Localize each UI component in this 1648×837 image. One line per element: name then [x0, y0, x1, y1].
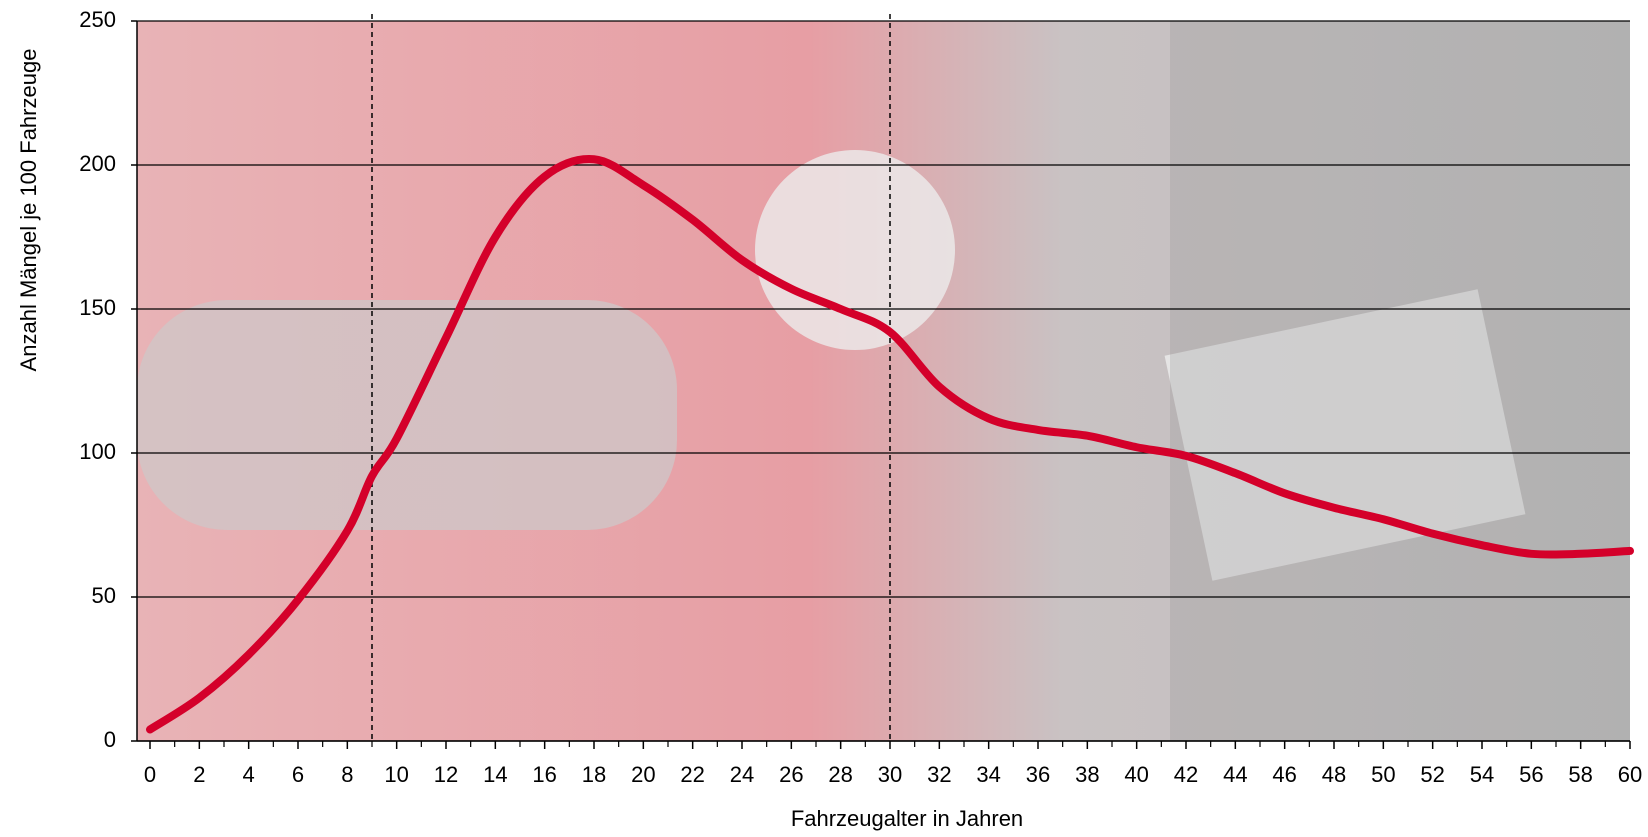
- x-axis-title: Fahrzeugalter in Jahren: [791, 806, 1023, 831]
- x-tick-label: 34: [976, 762, 1000, 787]
- x-tick-label: 20: [631, 762, 655, 787]
- x-tick-label: 4: [243, 762, 255, 787]
- x-tick-label: 44: [1223, 762, 1247, 787]
- y-tick-label: 250: [79, 7, 116, 32]
- x-tick-label: 40: [1124, 762, 1148, 787]
- x-tick-label: 22: [680, 762, 704, 787]
- x-tick-label: 16: [532, 762, 556, 787]
- marks: [146, 155, 1634, 734]
- x-tick-label: 12: [434, 762, 458, 787]
- data-line: [146, 155, 1634, 734]
- x-tick-label: 56: [1519, 762, 1543, 787]
- x-tick-label: 32: [927, 762, 951, 787]
- x-tick-label: 26: [779, 762, 803, 787]
- x-tick-label: 48: [1322, 762, 1346, 787]
- x-tick-label: 38: [1075, 762, 1099, 787]
- x-tick-label: 28: [828, 762, 852, 787]
- x-tick-label: 6: [292, 762, 304, 787]
- y-tick-label: 100: [79, 439, 116, 464]
- x-tick-label: 30: [878, 762, 902, 787]
- x-tick-label: 2: [193, 762, 205, 787]
- y-tick-label: 50: [92, 583, 116, 608]
- x-tick-label: 60: [1618, 762, 1642, 787]
- x-tick-label: 8: [341, 762, 353, 787]
- x-tick-label: 10: [384, 762, 408, 787]
- y-axis-title: Anzahl Mängel je 100 Fahrzeuge: [16, 49, 41, 372]
- x-tick-label: 24: [730, 762, 754, 787]
- x-tick-label: 14: [483, 762, 507, 787]
- y-tick-label: 150: [79, 295, 116, 320]
- y-tick-label: 200: [79, 151, 116, 176]
- x-tick-label: 46: [1272, 762, 1296, 787]
- background-photo: [137, 21, 1630, 741]
- x-tick-label: 42: [1174, 762, 1198, 787]
- y-tick-label: 0: [104, 727, 116, 752]
- x-tick-label: 18: [582, 762, 606, 787]
- x-tick-label: 54: [1470, 762, 1494, 787]
- x-tick-label: 58: [1568, 762, 1592, 787]
- x-tick-label: 52: [1420, 762, 1444, 787]
- x-tick-label: 0: [144, 762, 156, 787]
- x-tick-label: 36: [1026, 762, 1050, 787]
- x-tick-label: 50: [1371, 762, 1395, 787]
